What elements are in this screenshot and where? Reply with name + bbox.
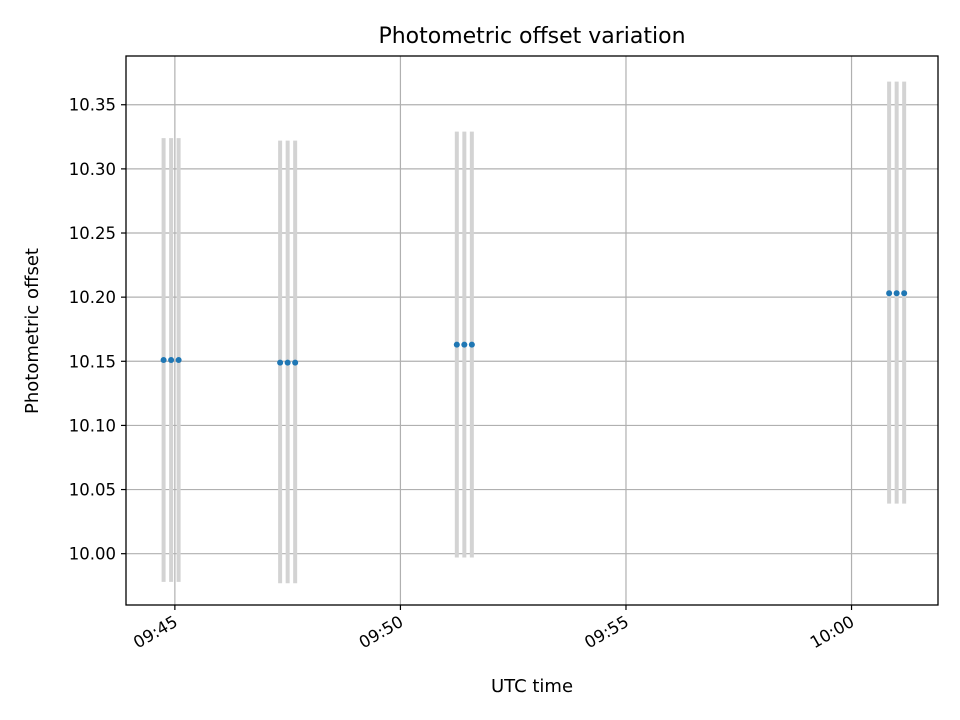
data-point xyxy=(175,357,182,364)
y-tick-label: 10.25 xyxy=(69,224,116,243)
data-points xyxy=(160,290,908,366)
grid xyxy=(126,56,938,605)
plot-frame xyxy=(125,55,939,606)
data-point xyxy=(886,290,893,297)
y-tick-label: 10.10 xyxy=(69,416,116,435)
data-point xyxy=(160,357,167,364)
data-point xyxy=(893,290,900,297)
y-tick-label: 10.05 xyxy=(69,481,116,500)
y-axis-ticks: 10.00 10.05 10.10 10.15 10.20 10.25 10.30 10.35 xyxy=(69,96,126,564)
y-tick-label: 10.15 xyxy=(69,352,116,371)
y-tick-label: 10.35 xyxy=(69,96,116,115)
y-tick-label: 10.30 xyxy=(69,160,116,179)
data-point xyxy=(461,341,468,348)
data-point xyxy=(168,357,175,364)
data-point xyxy=(901,290,908,297)
y-tick-label: 10.20 xyxy=(69,288,116,307)
data-point xyxy=(453,341,460,348)
chart-title: Photometric offset variation xyxy=(378,24,685,49)
data-point xyxy=(468,341,475,348)
data-point xyxy=(277,359,284,366)
data-point xyxy=(284,359,291,366)
y-tick-label: 10.00 xyxy=(69,545,116,564)
data-point xyxy=(292,359,299,366)
y-axis-label: Photometric offset xyxy=(22,248,43,414)
x-axis-label: UTC time xyxy=(491,676,573,697)
